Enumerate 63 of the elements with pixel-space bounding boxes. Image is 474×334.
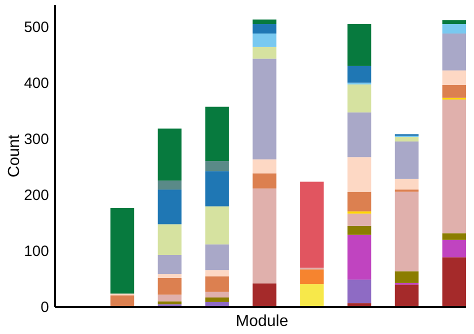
- bar: [252, 188, 276, 284]
- bar: [205, 106, 229, 162]
- bar: [442, 24, 466, 34]
- bar: [347, 84, 372, 112]
- y-tick-label: 0: [40, 298, 49, 316]
- bar: [252, 24, 276, 34]
- x-axis-title: Module: [236, 313, 288, 330]
- bar: [347, 192, 372, 212]
- y-tick-label: 300: [24, 131, 49, 148]
- y-tick-label: 200: [24, 186, 49, 204]
- bar: [252, 46, 276, 59]
- bar: [300, 182, 324, 268]
- bar: [252, 173, 276, 188]
- bar: [442, 100, 466, 234]
- bar: [347, 66, 372, 83]
- y-tick-label: 400: [24, 75, 49, 92]
- bar: [442, 233, 466, 240]
- y-axis-title: Count: [6, 134, 23, 178]
- y-tick-label: 100: [24, 242, 49, 260]
- bar: [158, 274, 182, 278]
- bar: [347, 24, 372, 66]
- bar: [205, 161, 229, 172]
- bar: [347, 214, 372, 226]
- bar: [110, 208, 134, 294]
- bar: [205, 244, 229, 270]
- bar: [442, 84, 466, 98]
- bar: [252, 20, 276, 24]
- bar: [158, 224, 182, 255]
- bar: [394, 271, 419, 283]
- bar: [347, 280, 372, 304]
- bar: [252, 284, 276, 307]
- bar: [158, 180, 182, 190]
- bar: [205, 297, 229, 302]
- bar: [158, 294, 182, 302]
- bar: [205, 171, 229, 206]
- bar: [252, 58, 276, 160]
- bar: [394, 141, 419, 179]
- bar: [252, 34, 276, 47]
- bar: [158, 254, 182, 274]
- bar: [394, 192, 419, 272]
- bar: [300, 284, 324, 307]
- bar: [347, 157, 372, 192]
- bar: [158, 190, 182, 224]
- bar: [205, 276, 229, 292]
- bar: [252, 159, 276, 174]
- bar: [442, 70, 466, 85]
- bar: [442, 240, 466, 258]
- bar: [347, 234, 372, 280]
- bar: [205, 206, 229, 244]
- bar: [394, 284, 419, 307]
- bar: [442, 20, 466, 24]
- bar: [205, 270, 229, 276]
- bar: [205, 292, 229, 298]
- bar: [394, 136, 419, 142]
- bar: [347, 112, 372, 158]
- bar: [300, 270, 324, 284]
- bar: [442, 34, 466, 70]
- y-tick-label: 500: [24, 19, 49, 36]
- bar: [442, 257, 466, 307]
- bar: [394, 178, 419, 190]
- bar: [158, 278, 182, 295]
- bar: [158, 128, 182, 181]
- bar: [347, 226, 372, 235]
